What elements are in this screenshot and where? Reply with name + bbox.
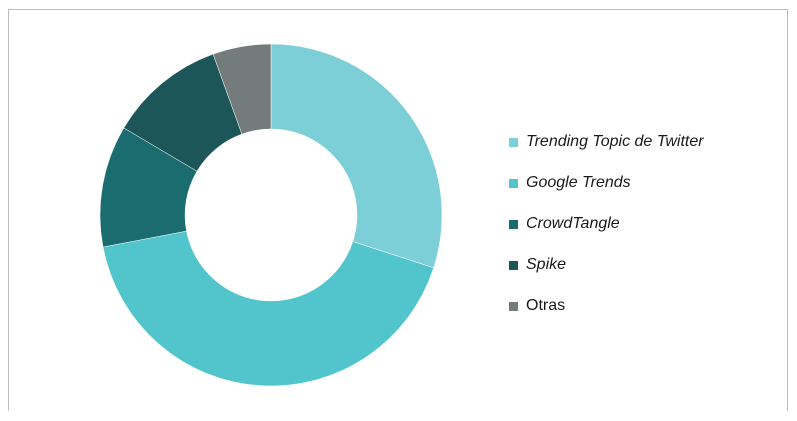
legend-item: Trending Topic de Twitter [509,132,704,152]
legend-item: CrowdTangle [509,214,704,234]
legend-label: Otras [526,297,566,314]
donut-slice-otras [212,43,272,135]
chart-legend: Trending Topic de Twitter Google Trends Cr… [509,132,704,337]
legend-item: Spike [509,255,704,275]
donut-slice-google-trends [102,230,434,387]
legend-label: Google Trends [526,174,631,191]
legend-swatch [509,260,518,270]
legend-label: Trending Topic de Twitter [526,133,704,150]
legend-swatch [509,219,518,229]
chart-frame: Trending Topic de Twitter Google Trends Cr… [8,9,788,411]
legend-swatch [509,137,518,147]
legend-swatch [509,178,518,188]
donut-chart [99,43,443,387]
legend-item: Otras [509,296,704,316]
legend-swatch [509,301,518,311]
legend-label: CrowdTangle [526,215,620,232]
legend-label: Spike [526,256,567,273]
donut-slice-trending-topic-de-twitter [270,43,443,269]
legend-item: Google Trends [509,173,704,193]
